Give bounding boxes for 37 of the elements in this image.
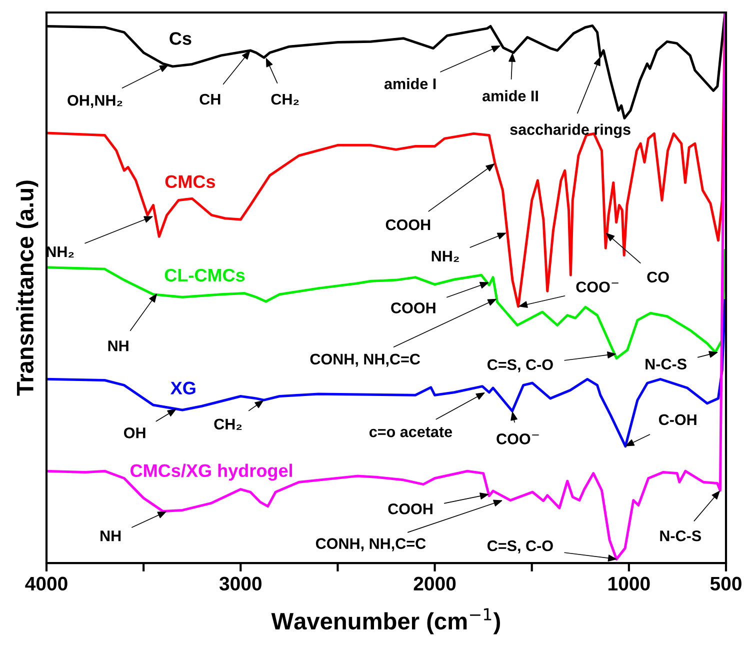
- x-tick-label: 500: [710, 576, 742, 591]
- annotation: OH,NH₂: [68, 94, 122, 108]
- x-tick-label: 1000: [608, 576, 650, 591]
- annotation: C=S, C-O: [488, 540, 553, 554]
- annotation: saccharide rings: [510, 124, 630, 138]
- series-label: CMCs/XG hydrogel: [130, 464, 292, 481]
- annotation: CH₂: [214, 418, 242, 430]
- y-axis-title: Transmittance (a.u): [16, 180, 38, 396]
- annotation: OH: [124, 428, 146, 438]
- series-label: CMCs: [165, 175, 216, 188]
- annotation: C=S, C-O: [488, 359, 553, 372]
- annotation: NH₂: [432, 250, 459, 262]
- series-label: CL-CMCs: [164, 268, 245, 282]
- annotation: COOH: [388, 503, 432, 514]
- x-tick-label: 4000: [25, 576, 68, 591]
- x-tick-label: 2000: [414, 576, 456, 591]
- annotation: COOH: [386, 219, 430, 230]
- annotation: CONH, NH,C=C: [316, 538, 426, 552]
- series-label: Cs: [170, 32, 192, 45]
- annotation: COO$^{−}$: [496, 434, 539, 444]
- x-axis-title: Wavenumber (cm$^{−1}$): [271, 608, 500, 634]
- annotation: COOH: [391, 302, 436, 314]
- annotation: NH: [108, 340, 128, 352]
- x-tick-label: 3000: [219, 576, 262, 591]
- annotation: C-OH: [658, 414, 696, 426]
- annotation: c=o acetate: [369, 427, 452, 438]
- annotation: CO: [647, 272, 669, 283]
- annotation: N-C-S: [646, 358, 686, 370]
- annotation: amide II: [482, 90, 538, 102]
- annotation: amide I: [384, 78, 436, 90]
- annotation: CONH, NH,C=C: [310, 354, 420, 367]
- annotation: NH: [100, 530, 121, 542]
- series-label: XG: [170, 382, 196, 394]
- annotation: CH: [200, 94, 220, 105]
- annotation: CH₂: [271, 94, 299, 105]
- annotation: N-C-S: [660, 530, 701, 542]
- annotation: COO$^{−}$: [576, 282, 618, 292]
